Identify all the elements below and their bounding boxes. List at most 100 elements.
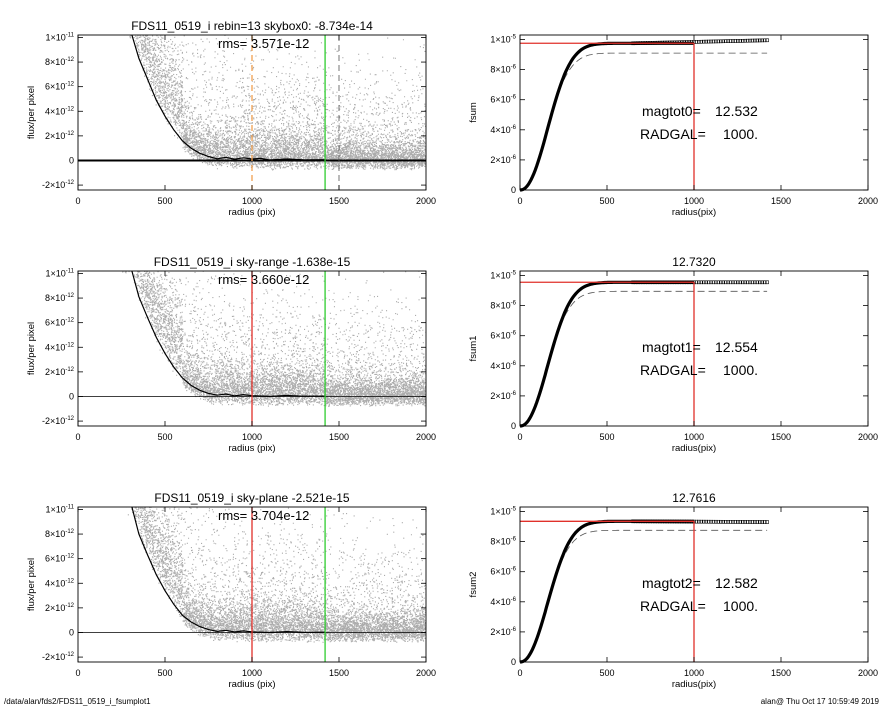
data-point xyxy=(733,520,738,524)
data-point xyxy=(701,280,706,285)
y-tick-label: 1×10-11 xyxy=(45,504,74,514)
y-tick-label: 0 xyxy=(69,155,74,165)
y-tick-label: 4×10-6 xyxy=(490,361,516,371)
y-axis-label: fsum xyxy=(468,102,479,123)
data-point xyxy=(718,39,723,44)
data-point xyxy=(709,519,713,524)
x-tick-label: 1000 xyxy=(242,196,262,206)
y-tick-label: 4×10-12 xyxy=(45,106,75,116)
data-point xyxy=(706,519,711,524)
x-tick-label: 0 xyxy=(517,432,522,442)
dashed-curve xyxy=(519,52,768,191)
data-point xyxy=(733,39,738,43)
dashed-curve xyxy=(519,290,768,427)
data-point xyxy=(757,520,762,524)
data-point xyxy=(716,519,721,524)
rms-annotation: rms= 3.704e-12 xyxy=(218,508,309,523)
data-point xyxy=(694,519,699,524)
x-tick-label: 500 xyxy=(599,196,614,206)
data-point xyxy=(740,280,745,285)
data-point xyxy=(709,39,713,44)
data-point xyxy=(733,280,738,285)
data-point xyxy=(711,519,716,524)
data-point xyxy=(697,519,701,524)
rms-annotation: rms= 3.660e-12 xyxy=(218,272,309,287)
x-tick-label: 1500 xyxy=(329,196,349,206)
data-point xyxy=(721,520,726,524)
x-tick-label: 0 xyxy=(75,432,80,442)
data-point xyxy=(718,519,723,524)
data-point xyxy=(753,38,757,43)
plot-frame xyxy=(519,34,869,191)
data-point xyxy=(743,280,747,285)
x-tick-label: 1500 xyxy=(771,432,791,442)
y-axis-label: flux/per pixel xyxy=(26,322,37,375)
plot-area xyxy=(78,35,426,190)
data-point xyxy=(748,280,752,285)
y-axis-label: flux/per pixel xyxy=(26,86,37,139)
x-axis-label: radius(pix) xyxy=(672,443,716,454)
data-point xyxy=(714,280,718,285)
data-point xyxy=(699,280,704,285)
magtot-label: magtot0= xyxy=(642,103,701,119)
data-point xyxy=(697,280,701,285)
magtot-value: 12.532 xyxy=(715,103,758,119)
data-point xyxy=(728,280,733,285)
data-point xyxy=(701,39,706,44)
y-tick-label: 8×10-12 xyxy=(45,293,75,303)
plot-frame xyxy=(77,34,427,191)
data-point xyxy=(709,280,713,285)
y-tick-label: 6×10-6 xyxy=(490,95,516,105)
rms-annotation: rms= 3.571e-12 xyxy=(218,36,309,51)
radgal-label: RADGAL= xyxy=(640,598,706,614)
x-axis-label: radius (pix) xyxy=(229,207,276,218)
x-axis-label: radius(pix) xyxy=(672,679,716,690)
x-tick-label: 0 xyxy=(517,668,522,678)
data-point xyxy=(743,520,747,524)
data-point xyxy=(757,38,762,43)
y-tick-label: 8×10-6 xyxy=(490,537,516,547)
y-tick-label: 6×10-6 xyxy=(490,567,516,577)
radgal-value: 1000. xyxy=(723,598,758,614)
data-point xyxy=(755,520,760,524)
y-tick-label: 6×10-12 xyxy=(45,318,75,328)
y-tick-label: -2×10-12 xyxy=(42,180,75,190)
data-point xyxy=(740,520,745,524)
x-axis-label: radius (pix) xyxy=(229,679,276,690)
chart-title: FDS11_0519_i rebin=13 skybox0: -8.734e-1… xyxy=(131,19,373,33)
data-point xyxy=(723,520,728,524)
x-tick-label: 1500 xyxy=(771,668,791,678)
scatter-points xyxy=(126,507,426,643)
chart-title: 12.7320 xyxy=(672,255,716,269)
growth-panel-1: 0 500 1000 1500 2000 0 2×10-6 4×10-6 6×10-6 8×10-… xyxy=(468,35,878,218)
x-tick-label: 1000 xyxy=(242,432,262,442)
x-tick-label: 2000 xyxy=(858,196,878,206)
scatter-points xyxy=(123,35,426,171)
data-point xyxy=(762,280,767,285)
data-point xyxy=(711,280,716,285)
data-point xyxy=(755,280,760,285)
y-tick-label: 2×10-6 xyxy=(490,391,516,401)
x-tick-label: 1000 xyxy=(684,432,704,442)
x-tick-label: 2000 xyxy=(416,668,436,678)
data-point xyxy=(694,40,699,44)
y-tick-label: 0 xyxy=(511,657,516,667)
data-point xyxy=(723,280,728,285)
magtot-label: magtot2= xyxy=(642,575,701,591)
data-point xyxy=(706,39,711,44)
y-tick-label: 1×10-5 xyxy=(490,271,516,281)
data-point xyxy=(704,39,708,44)
magtot-label: magtot1= xyxy=(642,339,701,355)
data-point xyxy=(750,38,755,43)
plot-frame xyxy=(77,506,427,663)
plot-area xyxy=(78,271,426,426)
radgal-value: 1000. xyxy=(723,126,758,142)
y-tick-label: 1×10-5 xyxy=(490,507,516,517)
data-point xyxy=(699,39,704,44)
y-tick-label: 6×10-12 xyxy=(45,82,75,92)
y-tick-label: 8×10-6 xyxy=(490,65,516,75)
profile-panel-2: 0 500 1000 1500 2000-2×10-1202×10-124×10-126… xyxy=(26,255,436,454)
y-tick-label: 1×10-11 xyxy=(45,268,74,278)
data-point xyxy=(757,280,762,285)
data-point xyxy=(760,38,765,43)
